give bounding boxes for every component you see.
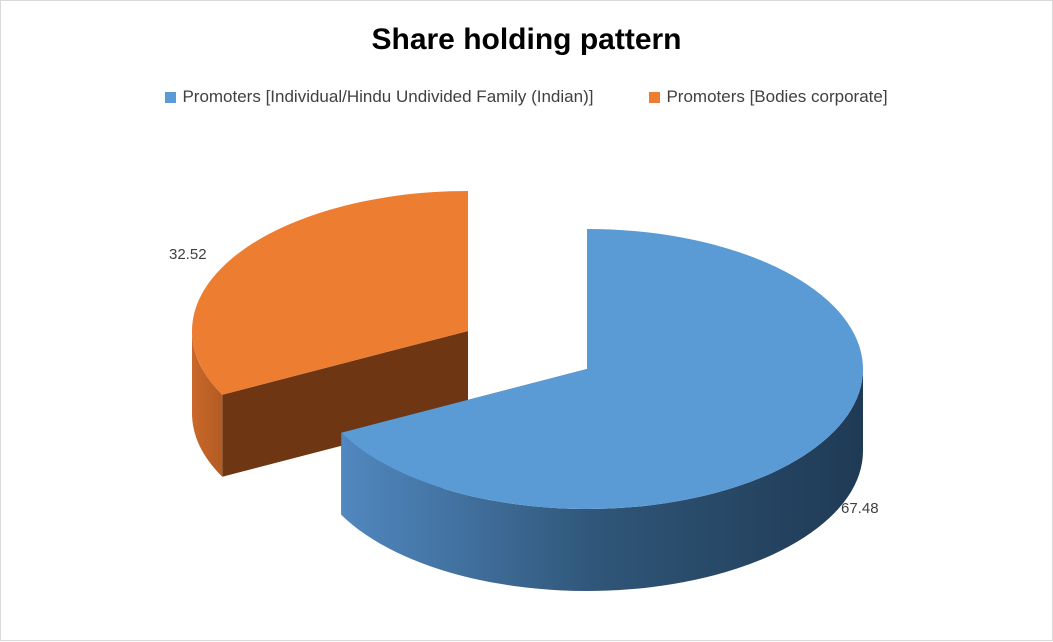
legend-label: Promoters [Individual/Hindu Undivided Fa…	[182, 87, 594, 106]
slice-side	[341, 369, 863, 592]
slice-cut-face	[222, 331, 468, 477]
slice-side	[192, 331, 223, 477]
chart-title: Share holding pattern	[371, 23, 682, 56]
data-label: 67.48	[841, 500, 879, 517]
data-label: 32.52	[169, 246, 207, 263]
pie-slice	[341, 229, 863, 510]
legend-swatch	[649, 91, 661, 103]
pie-slice	[192, 191, 469, 395]
legend-swatch	[165, 91, 177, 103]
legend-item: Promoters [Bodies corporate]	[649, 87, 888, 107]
legend: Promoters [Individual/Hindu Undivided Fa…	[1, 87, 1052, 107]
legend-item: Promoters [Individual/Hindu Undivided Fa…	[165, 87, 593, 107]
legend-label: Promoters [Bodies corporate]	[666, 87, 888, 106]
